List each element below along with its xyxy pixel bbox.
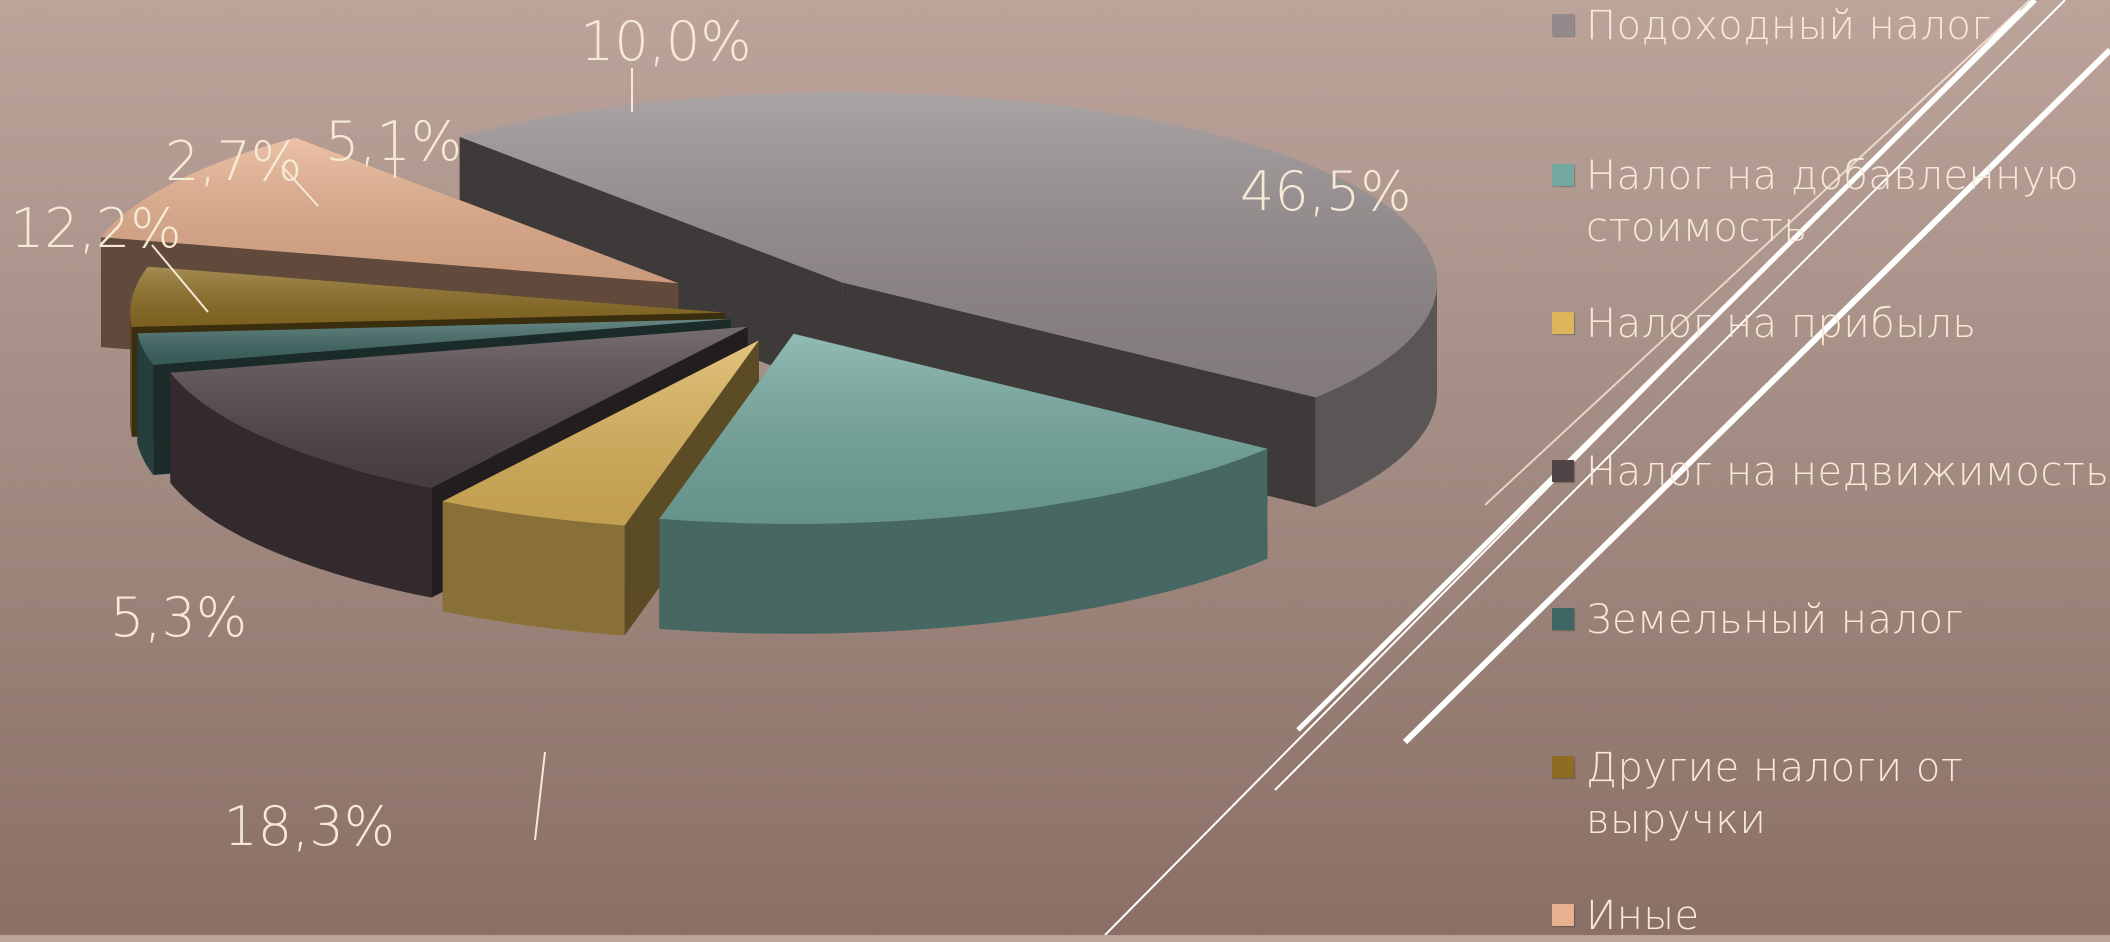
legend-item: Земельный налог — [1552, 594, 2110, 646]
legend-label: Налог на недвижимость — [1586, 449, 2110, 495]
leader-line — [151, 244, 209, 313]
data-label: 2,7% — [165, 130, 302, 193]
legend-swatch — [1552, 460, 1574, 482]
legend-label: Иные — [1586, 893, 1700, 939]
leader-line — [281, 165, 319, 207]
pie-slice-sheen — [442, 340, 759, 526]
legend-item: Налог на прибыль — [1552, 298, 2110, 350]
pie-slice-rim — [170, 372, 432, 598]
pie-slice-sheen — [659, 333, 1268, 524]
legend-item: Другие налоги от выручки — [1552, 742, 2110, 846]
legend-label: Подоходный налог — [1586, 3, 1992, 49]
data-label: 5,3% — [110, 586, 247, 649]
pie-slice-rim — [1315, 280, 1438, 508]
pie-slice — [659, 333, 1268, 634]
pie-slice — [459, 92, 1438, 508]
data-label: 12,2% — [10, 197, 182, 260]
legend-swatch — [1552, 756, 1574, 778]
legend-item: Налог на добавленную стоимость — [1552, 150, 2110, 254]
leader-line — [534, 751, 546, 841]
pie-slice-sheen — [137, 318, 731, 365]
pie-slice-sheen — [101, 137, 679, 284]
pie-slice-rim — [137, 333, 154, 475]
data-label: 18,3% — [223, 795, 395, 858]
legend-item: Налог на недвижимость — [1552, 446, 2110, 498]
pie-slices — [101, 92, 1438, 636]
pie-slice-sheen — [459, 92, 1438, 398]
decorative-diagonal-lines — [1104, 0, 2110, 935]
legend-label: Земельный налог — [1586, 597, 1964, 643]
legend-swatch — [1552, 312, 1574, 334]
pie-slice-rim — [659, 448, 1268, 634]
legend-swatch — [1552, 164, 1574, 186]
data-label: 5,1% — [325, 110, 462, 173]
chart-legend: Подоходный налог Налог на добавленную сто… — [1552, 0, 2110, 939]
pie-slice-sheen — [170, 326, 748, 488]
legend-label: Другие налоги от выручки — [1586, 745, 1964, 843]
legend-swatch — [1552, 608, 1574, 630]
data-labels: 46,5% 18,3% 5,3% 12,2%2,7% 5,1% 10,0% — [10, 10, 1412, 858]
legend-swatch — [1552, 904, 1574, 926]
pie-slice-rim — [442, 501, 625, 636]
legend-item: Иные — [1552, 890, 2110, 942]
data-label: 10,0% — [580, 10, 752, 73]
pie-slice-sheen — [130, 266, 726, 327]
legend-label: Налог на добавленную стоимость — [1586, 153, 2080, 251]
legend-label: Налог на прибыль — [1586, 301, 1977, 347]
data-label: 46,5% — [1240, 160, 1412, 223]
legend-item: Подоходный налог — [1552, 0, 2110, 52]
pie-slice-rim — [130, 310, 132, 437]
legend-swatch — [1552, 14, 1574, 36]
